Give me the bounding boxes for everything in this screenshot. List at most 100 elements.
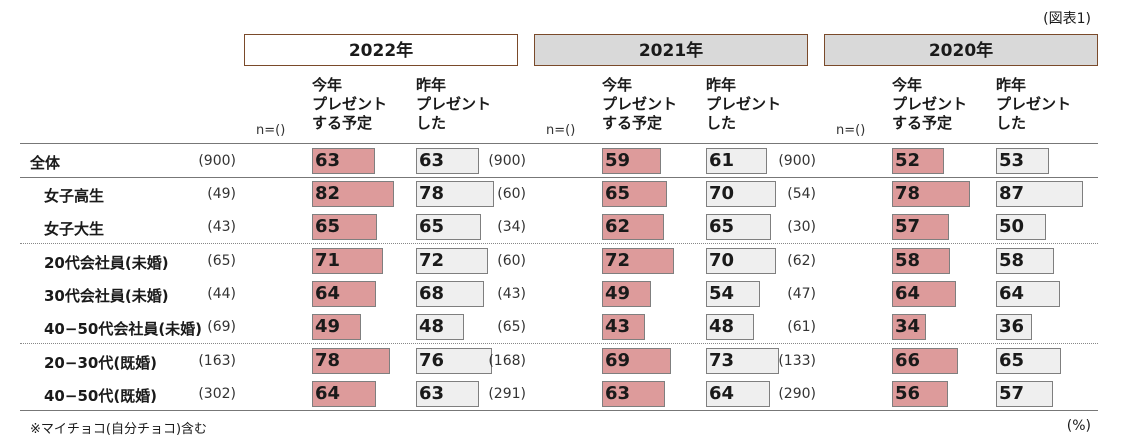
bar-this-year: 43 — [602, 314, 645, 340]
row-label: 20代会社員(未婚) — [44, 254, 169, 272]
sample-size: (60) — [497, 253, 526, 269]
row-label: 女子高生 — [44, 187, 105, 205]
sample-size: (133) — [778, 353, 816, 369]
sample-size: (302) — [198, 386, 236, 402]
sample-size: (900) — [198, 153, 236, 169]
bar-this-year: 65 — [602, 181, 667, 207]
sample-size: (44) — [207, 286, 236, 302]
bar-last-year: 57 — [996, 381, 1053, 407]
row-label: 40−50代会社員(未婚) — [44, 320, 203, 338]
column-header-last-year: 昨年 プレゼント した — [706, 76, 782, 132]
column-header-n: n=() — [546, 123, 576, 138]
sample-size: (60) — [497, 186, 526, 202]
bar-last-year: 70 — [706, 248, 776, 274]
sample-size: (291) — [488, 386, 526, 402]
sample-size: (900) — [488, 153, 526, 169]
bar-this-year: 62 — [602, 214, 664, 240]
sample-size: (61) — [787, 319, 816, 335]
row-divider — [20, 410, 1098, 411]
year-header-2: 2020年 — [824, 34, 1098, 66]
bar-this-year: 49 — [312, 314, 361, 340]
sample-size: (69) — [207, 319, 236, 335]
bar-last-year: 53 — [996, 148, 1049, 174]
bar-this-year: 64 — [312, 381, 376, 407]
row-label: 30代会社員(未婚) — [44, 287, 169, 305]
row-divider — [20, 243, 1098, 244]
bar-this-year: 71 — [312, 248, 383, 274]
row-label: 女子大生 — [44, 220, 105, 238]
column-header-this-year: 今年 プレゼント する予定 — [602, 76, 678, 132]
bar-this-year: 63 — [602, 381, 665, 407]
year-header-0: 2022年 — [244, 34, 518, 66]
bar-last-year: 65 — [706, 214, 771, 240]
sample-size: (65) — [497, 319, 526, 335]
bar-this-year: 69 — [602, 348, 671, 374]
row-divider — [20, 143, 1098, 144]
column-header-this-year: 今年 プレゼント する予定 — [312, 76, 388, 132]
bar-this-year: 65 — [312, 214, 377, 240]
bar-last-year: 72 — [416, 248, 488, 274]
bar-this-year: 66 — [892, 348, 958, 374]
bar-this-year: 49 — [602, 281, 651, 307]
footnote: ※マイチョコ(自分チョコ)含む — [30, 422, 208, 437]
bar-last-year: 48 — [706, 314, 754, 340]
bar-this-year: 72 — [602, 248, 674, 274]
bar-last-year: 36 — [996, 314, 1032, 340]
bar-this-year: 78 — [312, 348, 390, 374]
sample-size: (62) — [787, 253, 816, 269]
sample-size: (163) — [198, 353, 236, 369]
bar-this-year: 78 — [892, 181, 970, 207]
row-label: 全体 — [30, 154, 61, 172]
sample-size: (43) — [497, 286, 526, 302]
bar-last-year: 63 — [416, 381, 479, 407]
sample-size: (49) — [207, 186, 236, 202]
bar-last-year: 50 — [996, 214, 1046, 240]
bar-last-year: 48 — [416, 314, 464, 340]
bar-last-year: 64 — [996, 281, 1060, 307]
bar-last-year: 65 — [996, 348, 1061, 374]
bar-last-year: 63 — [416, 148, 479, 174]
column-header-this-year: 今年 プレゼント する予定 — [892, 76, 968, 132]
row-label: 40−50代(既婚) — [44, 387, 158, 405]
bar-this-year: 58 — [892, 248, 950, 274]
bar-last-year: 87 — [996, 181, 1083, 207]
bar-this-year: 56 — [892, 381, 948, 407]
bar-last-year: 76 — [416, 348, 492, 374]
bar-last-year: 68 — [416, 281, 484, 307]
sample-size: (34) — [497, 219, 526, 235]
bar-this-year: 34 — [892, 314, 926, 340]
year-header-1: 2021年 — [534, 34, 808, 66]
bar-last-year: 61 — [706, 148, 767, 174]
column-header-n: n=() — [256, 123, 286, 138]
figure-label: (図表1) — [1043, 11, 1091, 27]
column-header-n: n=() — [836, 123, 866, 138]
sample-size: (65) — [207, 253, 236, 269]
row-divider — [20, 177, 1098, 178]
unit-label: (%) — [1066, 418, 1091, 434]
column-header-last-year: 昨年 プレゼント した — [416, 76, 492, 132]
sample-size: (168) — [488, 353, 526, 369]
bar-last-year: 64 — [706, 381, 770, 407]
bar-this-year: 52 — [892, 148, 944, 174]
row-divider — [20, 343, 1098, 344]
sample-size: (47) — [787, 286, 816, 302]
bar-this-year: 64 — [312, 281, 376, 307]
column-header-last-year: 昨年 プレゼント した — [996, 76, 1072, 132]
sample-size: (30) — [787, 219, 816, 235]
bar-this-year: 59 — [602, 148, 661, 174]
bar-last-year: 54 — [706, 281, 760, 307]
row-label: 20−30代(既婚) — [44, 354, 158, 372]
bar-this-year: 63 — [312, 148, 375, 174]
bar-last-year: 78 — [416, 181, 494, 207]
bar-last-year: 58 — [996, 248, 1054, 274]
bar-this-year: 64 — [892, 281, 956, 307]
bar-last-year: 70 — [706, 181, 776, 207]
bar-this-year: 57 — [892, 214, 949, 240]
bar-last-year: 73 — [706, 348, 779, 374]
sample-size: (43) — [207, 219, 236, 235]
sample-size: (54) — [787, 186, 816, 202]
bar-last-year: 65 — [416, 214, 481, 240]
bar-this-year: 82 — [312, 181, 394, 207]
sample-size: (900) — [778, 153, 816, 169]
sample-size: (290) — [778, 386, 816, 402]
